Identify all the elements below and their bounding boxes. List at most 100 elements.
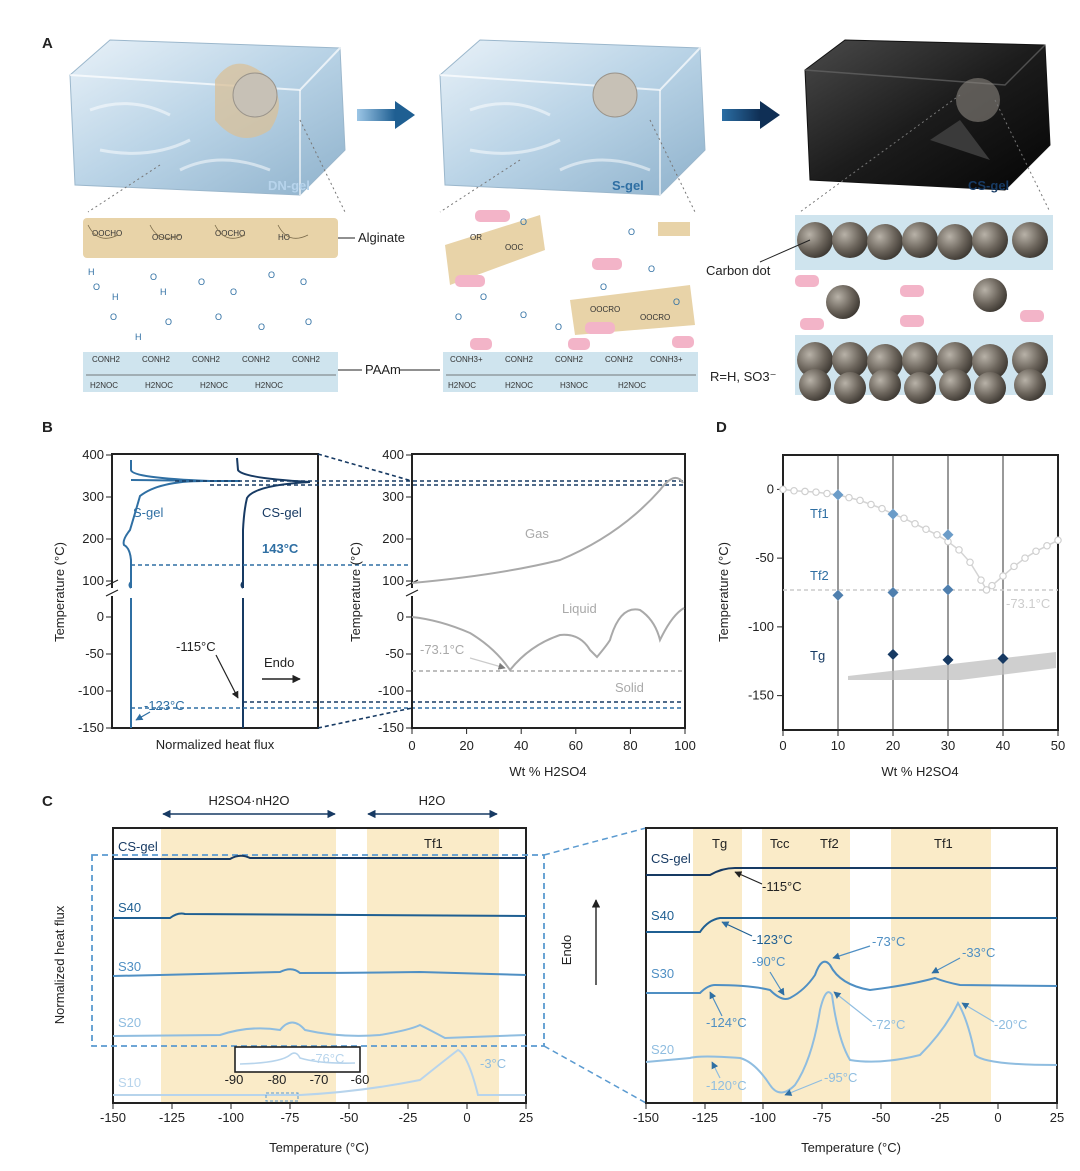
point-tg — [997, 653, 1009, 664]
b-left-ytick-400: 400 — [82, 447, 104, 462]
svg-text:O: O — [215, 312, 222, 322]
svg-text:H: H — [88, 267, 95, 277]
panel-d-series — [832, 489, 1009, 666]
b-right-ytick-m100: -100 — [378, 683, 404, 698]
cs-gel-block — [804, 39, 1051, 191]
cs-gel-schematic — [795, 215, 1053, 404]
tf1-series-label: Tf1 — [810, 506, 829, 521]
annot-r-m120: -120°C — [706, 1078, 747, 1093]
svg-text:O: O — [520, 217, 527, 227]
reference-point — [955, 546, 963, 554]
svg-text:OOCHO: OOCHO — [92, 229, 122, 238]
band-tg: Tg — [712, 836, 727, 851]
boiling-curve — [411, 476, 684, 584]
svg-text:CONH3+: CONH3+ — [450, 355, 483, 364]
d-xtick-0: 0 — [779, 738, 786, 753]
reference-point — [911, 519, 919, 528]
svg-text:OOCRO: OOCRO — [640, 313, 670, 322]
alginate-label: Alginate — [358, 230, 405, 245]
b-right-ytick-0: 0 — [397, 609, 404, 624]
svg-text:CONH2: CONH2 — [605, 355, 634, 364]
label-cs-gel-left: CS-gel — [118, 839, 158, 854]
band-tf1: Tf1 — [934, 836, 953, 851]
b-left-ytick-100: 100 — [82, 573, 104, 588]
s-gel-label: S-gel — [612, 178, 644, 193]
point-tf2 — [887, 587, 899, 598]
inset-xtick-m90: -90 — [225, 1072, 244, 1087]
reference-point — [1010, 562, 1018, 571]
process-arrow-2 — [722, 101, 780, 129]
water-label: H2O — [419, 793, 446, 808]
reference-point — [1054, 536, 1062, 545]
svg-text:CONH2: CONH2 — [555, 355, 584, 364]
svg-text:O: O — [628, 227, 635, 237]
inset-xtick-m70: -70 — [310, 1072, 329, 1087]
reference-point — [801, 487, 809, 496]
label-cs-gel-right: CS-gel — [651, 851, 691, 866]
cs-gel-label: CS-gel — [968, 178, 1009, 193]
trace-cs-gel-right — [646, 867, 1057, 876]
svg-text:O: O — [300, 277, 307, 287]
d-xtick-50: 50 — [1051, 738, 1065, 753]
b-left-ytick-m50: -50 — [85, 646, 104, 661]
panel-b-left-plot: 400 300 200 100 0 -50 -100 -150 Temperat… — [52, 447, 319, 752]
c-left-xtick-25: 25 — [519, 1110, 533, 1125]
c-left-xticks — [112, 1103, 527, 1109]
annot-r-m115: -115°C — [762, 879, 802, 894]
svg-text:OOC: OOC — [505, 243, 523, 252]
d-xtick-30: 30 — [941, 738, 955, 753]
b-right-xtick-100: 100 — [674, 738, 696, 753]
region-gas: Gas — [525, 526, 549, 541]
panel-label-c: C — [42, 793, 53, 810]
inset-annot: -76°C — [311, 1051, 344, 1066]
annot-143: 143°C — [262, 541, 299, 556]
d-xtick-40: 40 — [996, 738, 1010, 753]
svg-text:O: O — [198, 277, 205, 287]
annot-r-m73: -73°C — [872, 934, 905, 949]
label-s20-left: S20 — [118, 1015, 141, 1030]
reference-point — [900, 514, 908, 523]
inset-xtick-m60: -60 — [351, 1072, 370, 1087]
label-s10-left: S10 — [118, 1075, 141, 1090]
point-tg — [942, 654, 954, 666]
panel-label-d: D — [716, 419, 727, 436]
svg-text:OOCHO: OOCHO — [215, 229, 245, 238]
svg-text:CONH2: CONH2 — [242, 355, 271, 364]
panel-c: C H2SO4·nH2O H2O Tf1 CS-gel S40 S30 S20 … — [42, 793, 1064, 1155]
annot-m3: -3°C — [480, 1056, 506, 1071]
svg-text:H3NOC: H3NOC — [560, 381, 588, 390]
reference-point — [856, 496, 864, 505]
point-tf1 — [942, 529, 954, 541]
zoom-lines — [87, 94, 1051, 213]
carbon-dot-label: Carbon dot — [706, 263, 771, 278]
process-arrow-1 — [357, 101, 415, 129]
band-tf2: Tf2 — [820, 836, 839, 851]
d-xtick-20: 20 — [886, 738, 900, 753]
reference-point — [922, 525, 930, 534]
r-group-label: R=H, SO3⁻ — [710, 369, 776, 384]
freezing-curve — [411, 607, 685, 672]
c-right-xtick-m25: -25 — [931, 1110, 950, 1125]
b-left-ytick-m100: -100 — [78, 683, 104, 698]
trace-s40-right — [646, 917, 1057, 933]
annot-r-m123: -123°C — [752, 932, 793, 947]
svg-text:H2NOC: H2NOC — [618, 381, 646, 390]
b-right-xtick-80: 80 — [623, 738, 637, 753]
reference-point — [1043, 541, 1051, 550]
c-left-xtick-m100: -100 — [218, 1110, 244, 1125]
panel-c-left-plot: Tf1 CS-gel S40 S30 S20 S10 -3°C -76°C -9… — [52, 827, 647, 1155]
annot-r-m72: -72°C — [872, 1017, 905, 1032]
label-s40-right: S40 — [651, 908, 674, 923]
cs-gel-dsc-curve — [236, 457, 311, 728]
svg-text:OR: OR — [470, 233, 482, 242]
svg-text:O: O — [455, 312, 462, 322]
paam-callout: PAAm — [338, 362, 440, 377]
panel-d: D 0 -50 -100 -150 0 10 20 30 40 50 Tempe… — [716, 419, 1065, 779]
b-right-ylabel: Temperature (°C) — [348, 542, 363, 642]
dn-gel-block — [69, 39, 346, 196]
inset-xtick-m80: -80 — [268, 1072, 287, 1087]
svg-text:H2NOC: H2NOC — [255, 381, 283, 390]
svg-text:OOCHO: OOCHO — [152, 233, 182, 242]
point-tf1 — [887, 508, 899, 520]
